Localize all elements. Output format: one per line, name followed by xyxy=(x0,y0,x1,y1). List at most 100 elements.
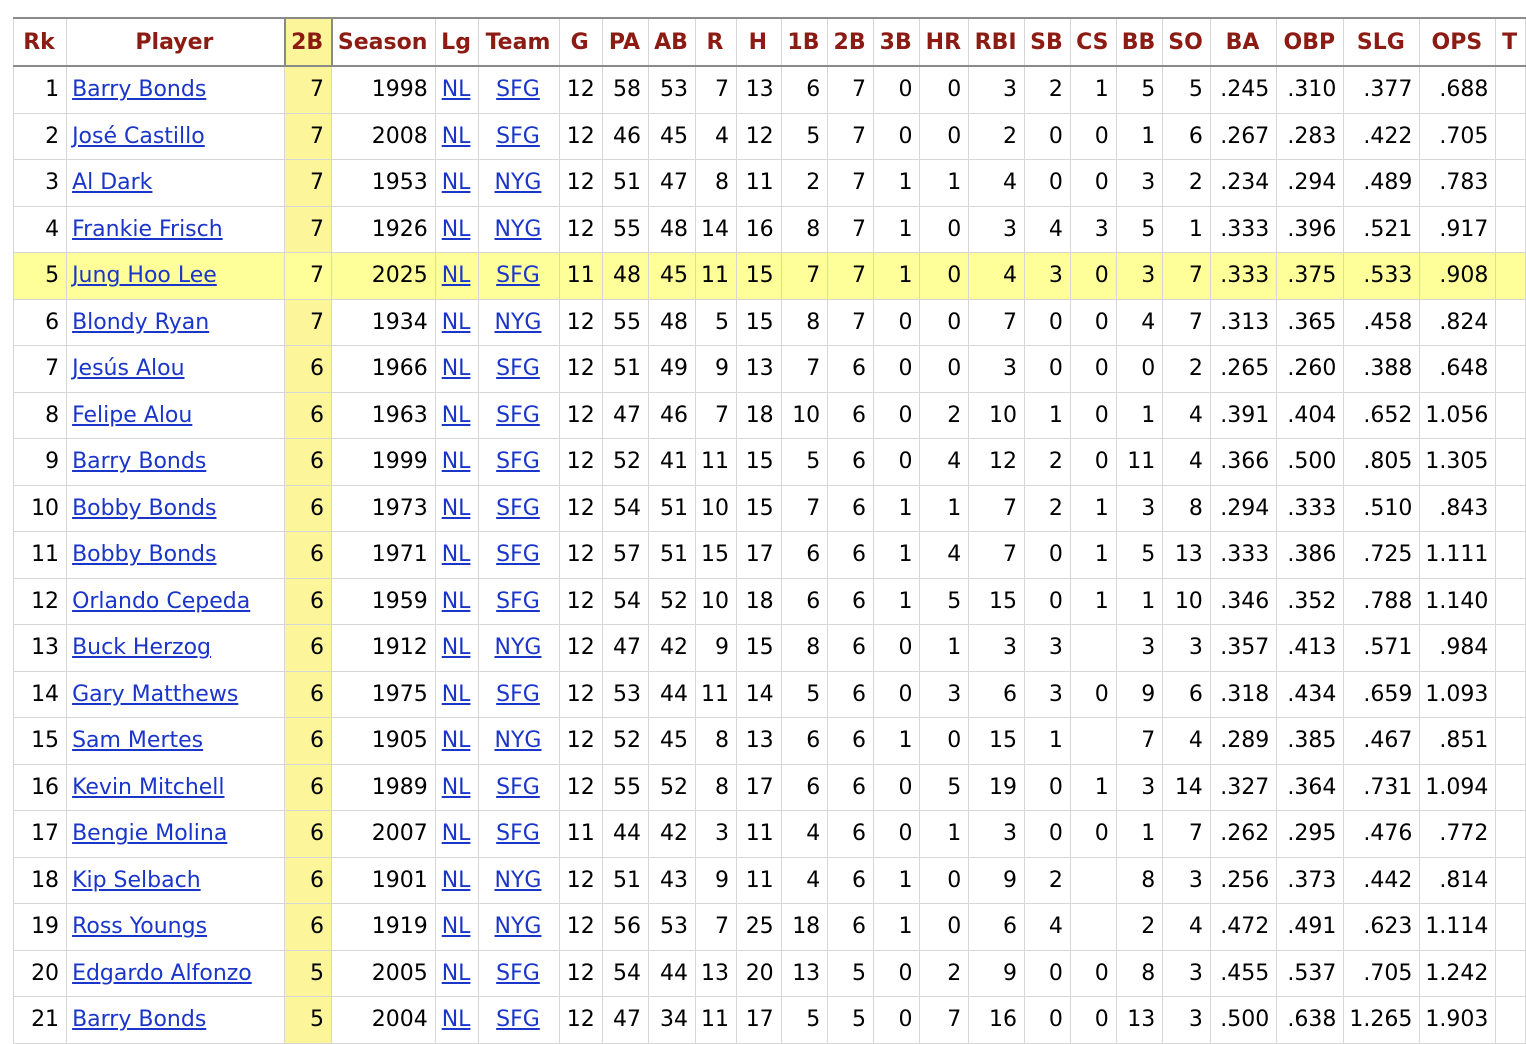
team-link[interactable]: SFG xyxy=(496,960,540,986)
team-link[interactable]: SFG xyxy=(496,821,540,847)
team-link[interactable]: SFG xyxy=(496,681,540,707)
cell-triples: 0 xyxy=(873,671,921,718)
column-header-stolen-bases[interactable]: SB xyxy=(1024,17,1071,67)
league-link[interactable]: NL xyxy=(441,402,471,428)
player-link[interactable]: Bobby Bonds xyxy=(72,542,217,568)
column-header-team[interactable]: Team xyxy=(478,17,560,67)
team-link[interactable]: NYG xyxy=(494,216,542,242)
league-link[interactable]: NL xyxy=(441,1007,471,1033)
column-header-walks[interactable]: BB xyxy=(1116,17,1164,67)
cell-hits: 11 xyxy=(736,159,782,207)
team-link[interactable]: SFG xyxy=(496,542,540,568)
column-header-at-bats[interactable]: AB xyxy=(648,17,696,67)
column-header-ops[interactable]: OPS xyxy=(1419,17,1497,67)
column-header-runs[interactable]: R xyxy=(695,17,737,67)
column-header-player[interactable]: Player xyxy=(66,17,286,67)
cell-slugging-pct: .705 xyxy=(1343,950,1421,997)
column-header-rbi[interactable]: RBI xyxy=(968,17,1025,67)
team-link[interactable]: SFG xyxy=(496,402,540,428)
league-link[interactable]: NL xyxy=(441,263,471,289)
player-link[interactable]: Felipe Alou xyxy=(72,402,193,428)
player-link[interactable]: Kevin Mitchell xyxy=(72,774,225,800)
team-link[interactable]: SFG xyxy=(496,588,540,614)
league-link[interactable]: NL xyxy=(441,867,471,893)
league-link[interactable]: NL xyxy=(441,170,471,196)
column-header-triples[interactable]: 3B xyxy=(873,17,921,67)
column-header-hits[interactable]: H xyxy=(736,17,782,67)
player-link[interactable]: José Castillo xyxy=(72,123,205,149)
league-link[interactable]: NL xyxy=(441,914,471,940)
column-header-sorted-2b[interactable]: 2B xyxy=(283,17,333,67)
league-link[interactable]: NL xyxy=(441,356,471,382)
team-link[interactable]: NYG xyxy=(494,867,542,893)
column-header-plate-appearances[interactable]: PA xyxy=(602,17,650,67)
league-link[interactable]: NL xyxy=(441,635,471,661)
player-link[interactable]: Bobby Bonds xyxy=(72,495,217,521)
league-link[interactable]: NL xyxy=(441,216,471,242)
column-header-slugging-pct[interactable]: SLG xyxy=(1343,17,1421,67)
team-link[interactable]: SFG xyxy=(496,356,540,382)
team-link[interactable]: SFG xyxy=(496,449,540,475)
player-link[interactable]: Ross Youngs xyxy=(72,914,208,940)
column-header-league[interactable]: Lg xyxy=(435,17,480,67)
player-link[interactable]: Blondy Ryan xyxy=(72,309,210,335)
player-link[interactable]: Kip Selbach xyxy=(72,867,201,893)
team-link[interactable]: SFG xyxy=(496,495,540,521)
cell-ops: .772 xyxy=(1419,810,1497,858)
team-link[interactable]: NYG xyxy=(494,728,542,754)
column-header-on-base-pct[interactable]: OBP xyxy=(1276,17,1345,67)
player-link[interactable]: Jung Hoo Lee xyxy=(72,263,217,289)
column-header-batting-average[interactable]: BA xyxy=(1210,17,1278,67)
cell-player: Felipe Alou xyxy=(66,392,286,439)
team-link[interactable]: NYG xyxy=(494,170,542,196)
league-link[interactable]: NL xyxy=(441,77,471,103)
column-header-season[interactable]: Season xyxy=(331,17,436,67)
league-link[interactable]: NL xyxy=(441,449,471,475)
column-header-games[interactable]: G xyxy=(559,17,603,67)
cell-home-runs: 1 xyxy=(919,485,970,532)
team-link[interactable]: NYG xyxy=(494,914,542,940)
column-header-doubles[interactable]: 2B xyxy=(827,17,874,67)
league-link[interactable]: NL xyxy=(441,495,471,521)
league-link[interactable]: NL xyxy=(441,542,471,568)
player-link[interactable]: Edgardo Alfonzo xyxy=(72,960,252,986)
player-link[interactable]: Barry Bonds xyxy=(72,1007,207,1033)
team-link[interactable]: SFG xyxy=(496,77,540,103)
team-link[interactable]: NYG xyxy=(494,309,542,335)
player-link[interactable]: Gary Matthews xyxy=(72,681,239,707)
player-link[interactable]: Frankie Frisch xyxy=(72,216,223,242)
team-link[interactable]: SFG xyxy=(496,263,540,289)
league-link[interactable]: NL xyxy=(441,728,471,754)
team-link[interactable]: SFG xyxy=(496,774,540,800)
column-header-strikeouts[interactable]: SO xyxy=(1162,17,1211,67)
player-link[interactable]: Barry Bonds xyxy=(72,449,207,475)
league-link[interactable]: NL xyxy=(441,309,471,335)
player-link[interactable]: Jesús Alou xyxy=(72,356,185,382)
cell-rbi: 3 xyxy=(968,66,1025,114)
cell-rank: 10 xyxy=(12,485,68,532)
player-link[interactable]: Buck Herzog xyxy=(72,635,212,661)
column-header-rank[interactable]: Rk xyxy=(12,17,68,67)
league-link[interactable]: NL xyxy=(441,681,471,707)
player-link[interactable]: Barry Bonds xyxy=(72,77,207,103)
cell-rbi: 6 xyxy=(968,903,1025,951)
player-link[interactable]: Al Dark xyxy=(72,170,153,196)
cell-hits: 15 xyxy=(736,624,782,672)
league-link[interactable]: NL xyxy=(441,774,471,800)
cell-caught-stealing: 0 xyxy=(1070,299,1117,346)
column-header-singles[interactable]: 1B xyxy=(781,17,829,67)
team-link[interactable]: SFG xyxy=(496,123,540,149)
player-link[interactable]: Bengie Molina xyxy=(72,821,228,847)
league-link[interactable]: NL xyxy=(441,588,471,614)
column-header-truncated[interactable]: T xyxy=(1495,17,1526,67)
player-link[interactable]: Orlando Cepeda xyxy=(72,588,251,614)
team-link[interactable]: SFG xyxy=(496,1007,540,1033)
player-link[interactable]: Sam Mertes xyxy=(72,728,204,754)
column-header-caught-stealing[interactable]: CS xyxy=(1070,17,1117,67)
cell-hits: 12 xyxy=(736,113,782,160)
league-link[interactable]: NL xyxy=(441,123,471,149)
column-header-home-runs[interactable]: HR xyxy=(919,17,970,67)
league-link[interactable]: NL xyxy=(441,960,471,986)
team-link[interactable]: NYG xyxy=(494,635,542,661)
league-link[interactable]: NL xyxy=(441,821,471,847)
